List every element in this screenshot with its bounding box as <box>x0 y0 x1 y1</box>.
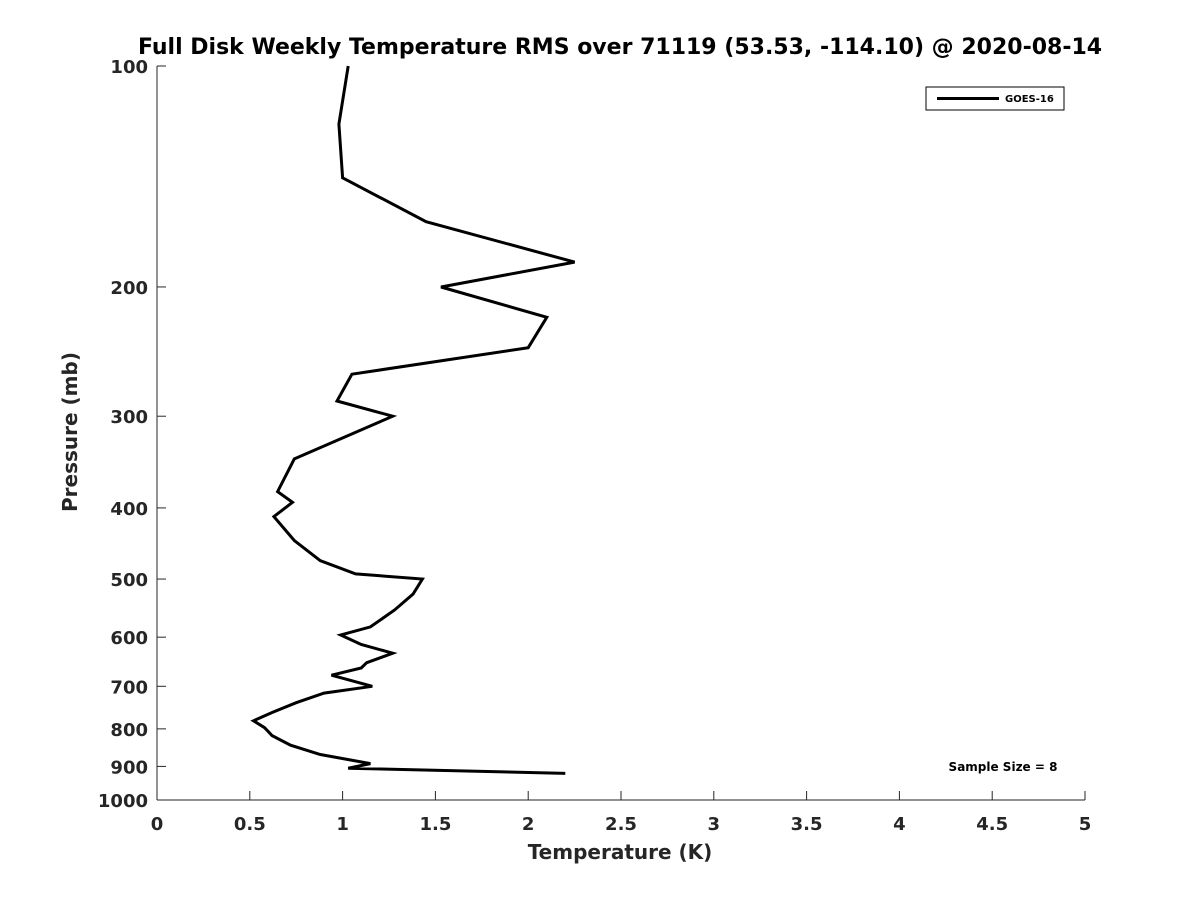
x-axis-label: Temperature (K) <box>528 840 713 864</box>
legend: GOES-16 <box>925 86 1065 111</box>
sample-size-annotation: Sample Size = 8 <box>949 760 1058 774</box>
y-tick-label: 600 <box>110 628 148 649</box>
y-tick-label: 200 <box>110 278 148 299</box>
chart-title: Full Disk Weekly Temperature RMS over 71… <box>138 35 1102 60</box>
x-tick-label: 3 <box>708 814 721 835</box>
x-axis-ticks: 0 0.5 1 1.5 2 2.5 3 3.5 4 4.5 5 <box>151 791 1092 835</box>
x-tick-label: 2 <box>522 814 535 835</box>
y-axis-ticks: 100 200 300 400 500 600 700 800 900 1000 <box>98 57 166 812</box>
y-tick-label: 300 <box>110 407 148 428</box>
x-tick-label: 1.5 <box>419 814 451 835</box>
y-tick-label: 800 <box>110 720 148 741</box>
x-tick-label: 5 <box>1079 814 1092 835</box>
x-tick-label: 3.5 <box>791 814 823 835</box>
y-tick-label: 1000 <box>98 791 148 812</box>
plot-axes <box>156 66 1085 801</box>
x-tick-label: 2.5 <box>605 814 637 835</box>
x-tick-label: 0.5 <box>234 814 266 835</box>
y-tick-label: 500 <box>110 570 148 591</box>
x-tick-label: 4.5 <box>976 814 1008 835</box>
y-axis-label: Pressure (mb) <box>58 352 82 512</box>
x-tick-label: 4 <box>893 814 906 835</box>
x-tick-label: 0 <box>151 814 164 835</box>
y-tick-label: 700 <box>110 677 148 698</box>
y-tick-label: 900 <box>110 757 148 778</box>
y-tick-label: 100 <box>110 57 148 78</box>
legend-label-goes-16: GOES-16 <box>1005 94 1054 105</box>
series-line-goes-16 <box>250 65 575 775</box>
y-tick-label: 400 <box>110 499 148 520</box>
x-tick-label: 1 <box>336 814 349 835</box>
